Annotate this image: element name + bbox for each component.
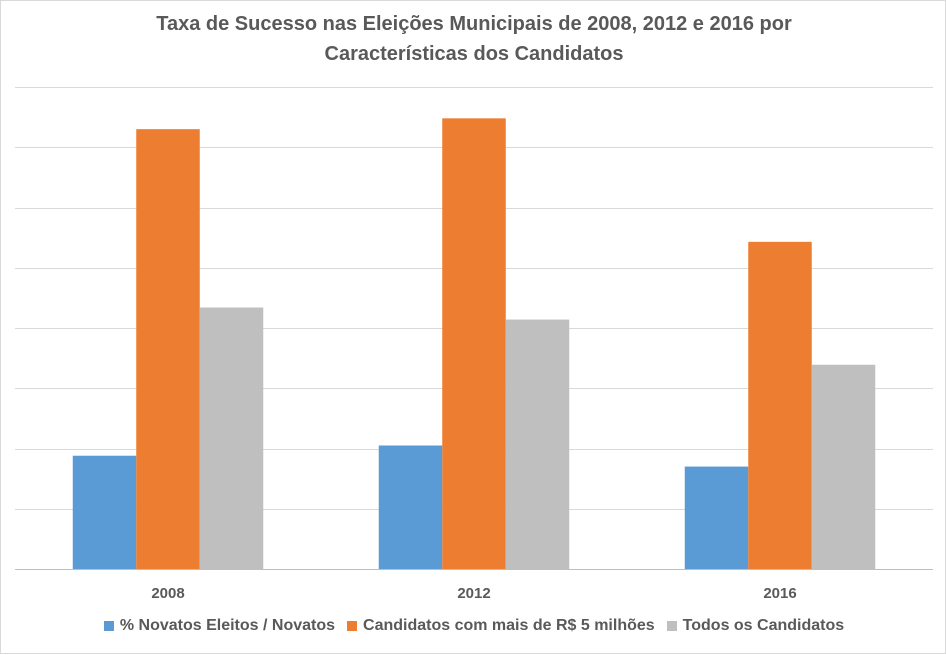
x-tick-label-2012: 2012 [457, 585, 490, 602]
chart-title-line-2: Características dos Candidatos [324, 43, 624, 65]
legend-swatch-novatos [103, 621, 114, 631]
bar-2016-series-2 [811, 364, 876, 569]
bar-2012-series-0 [378, 445, 443, 569]
bar-2008-series-0 [72, 455, 137, 569]
bar-2016-series-1 [748, 241, 812, 569]
legend-swatch-todos [666, 621, 677, 631]
bar-2008-series-1 [136, 129, 200, 570]
bar-2012-series-2 [505, 319, 570, 569]
bar-2008-series-2 [199, 307, 264, 569]
chart-title-line-1: Taxa de Sucesso nas Eleições Municipais … [156, 13, 792, 35]
legend-swatch-5-milhoes [347, 621, 358, 631]
legend-label-novatos: % Novatos Eleitos / Novatos [119, 617, 336, 634]
x-tick-label-2016: 2016 [763, 585, 796, 602]
bar-2012-series-1 [442, 118, 506, 569]
bar-2016-series-0 [684, 466, 749, 569]
legend-item-todos: Todos os Candidatos [666, 617, 845, 635]
x-tick-label-2008: 2008 [151, 585, 184, 602]
legend-item-novatos: % Novatos Eleitos / Novatos [103, 617, 336, 635]
legend-item-5-milhoes: Candidatos com mais de R$ 5 milhões [347, 617, 655, 635]
chart-title: Taxa de Sucesso nas Eleições Municipais … [1, 9, 946, 69]
legend-label-5-milhoes: Candidatos com mais de R$ 5 milhões [363, 617, 655, 634]
legend: % Novatos Eleitos / Novatos Candidatos c… [1, 617, 946, 635]
legend-label-todos: Todos os Candidatos [682, 617, 845, 634]
